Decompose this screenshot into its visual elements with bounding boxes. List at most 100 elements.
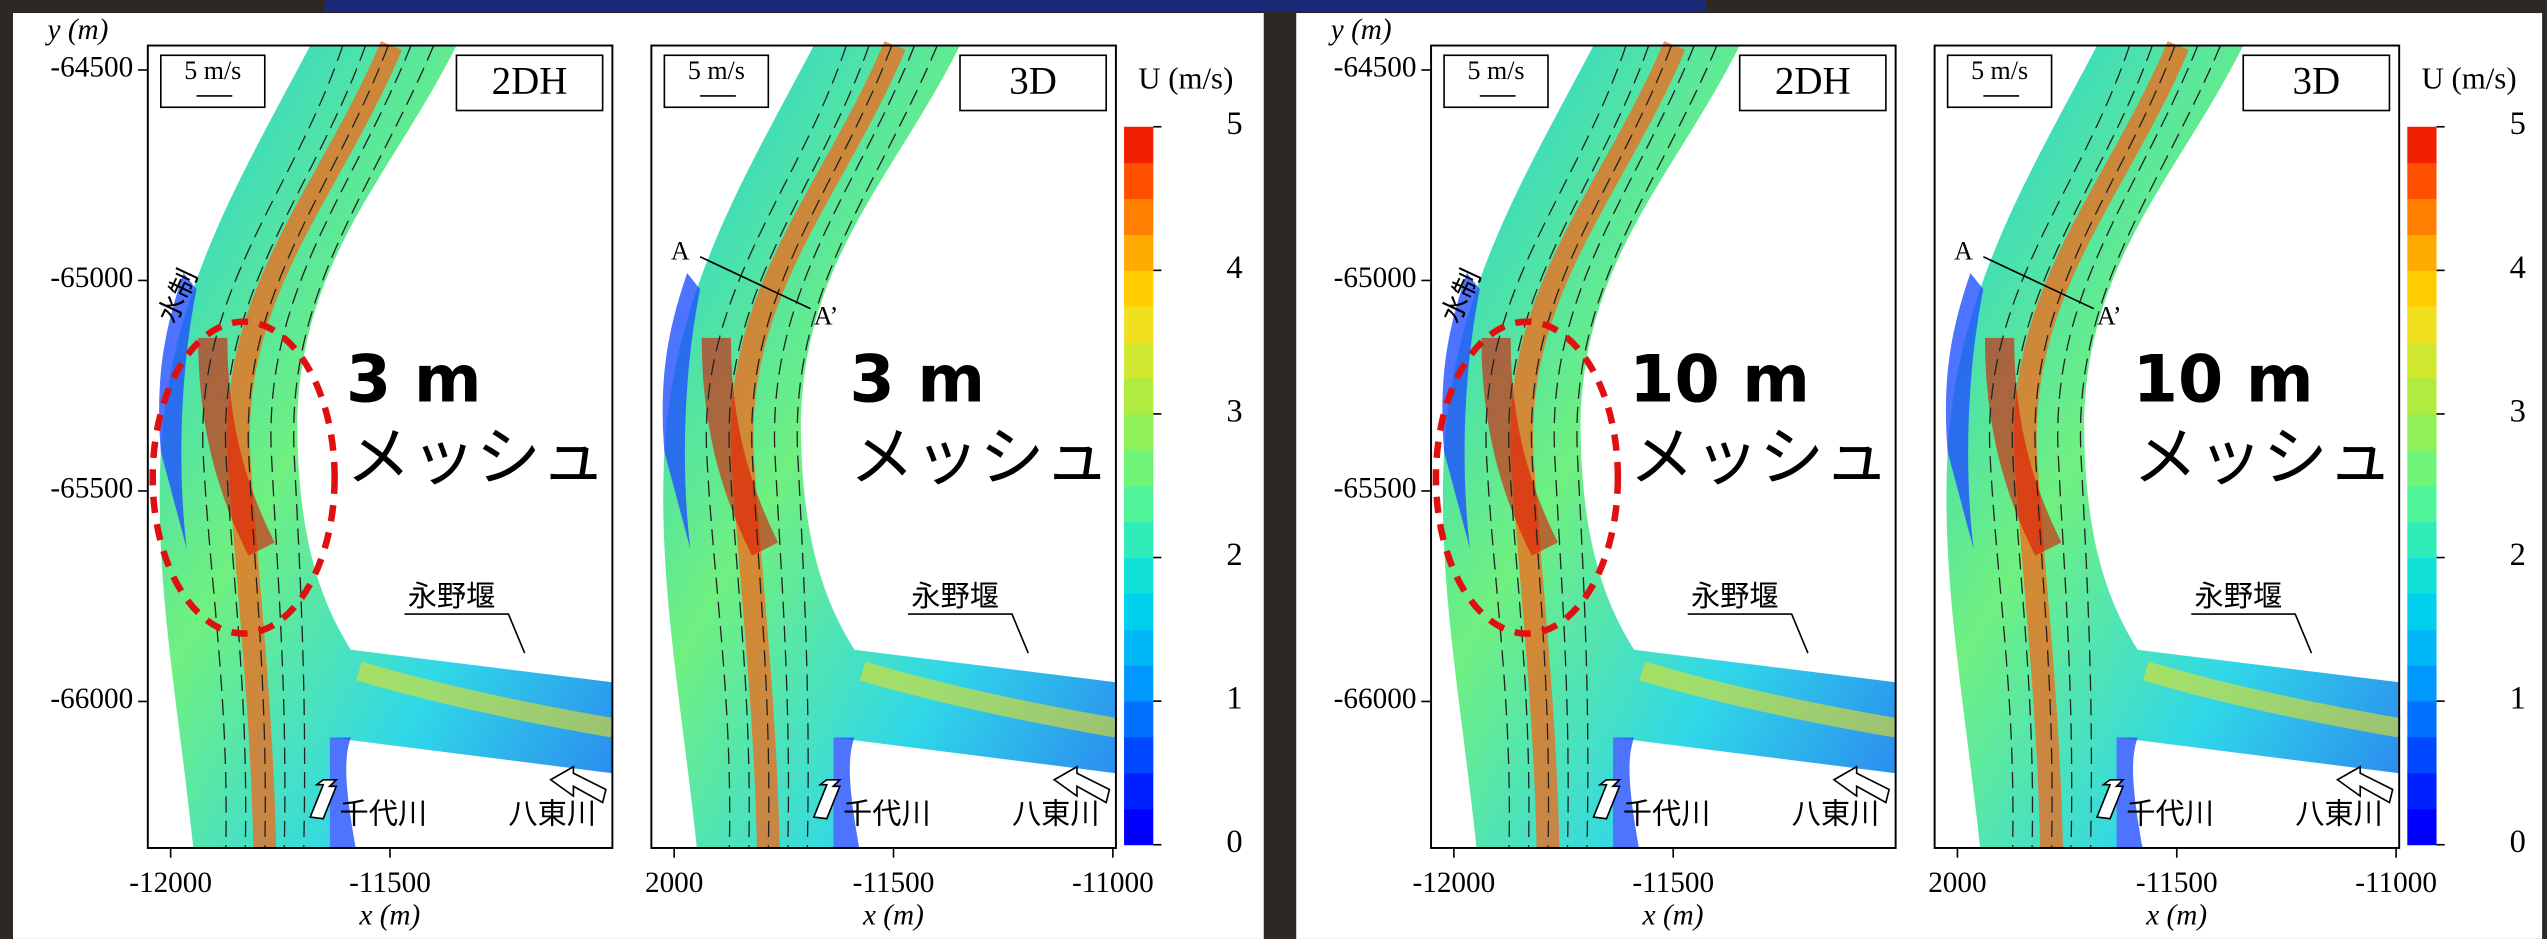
colorbar-tick-label: 0 xyxy=(1226,824,1242,860)
colorbar-band xyxy=(2407,413,2437,451)
chiyo-label: 千代川 xyxy=(2126,796,2214,830)
stream-line xyxy=(224,45,367,848)
hatto-label: 八東川 xyxy=(508,796,596,830)
section-line xyxy=(1983,255,2095,310)
model-label: 3D xyxy=(1009,59,1057,102)
x-axis-label: x (m) xyxy=(358,900,420,932)
weir-label: 永野堰 xyxy=(408,579,496,613)
colorbar-tick-label: 5 xyxy=(2510,106,2526,142)
colorbar-band xyxy=(1124,306,1154,343)
x-tick-label: -12000 xyxy=(129,867,212,899)
river-blue xyxy=(1945,272,2143,848)
colorbar-band xyxy=(2407,593,2437,630)
river xyxy=(1946,45,2400,848)
stream-line xyxy=(1508,45,1650,848)
colorbar-band xyxy=(1124,521,1154,559)
model-box xyxy=(959,54,1108,112)
figure: y (m) -64500 -65000 -65500 -66000 5 m/s 2DH 3 m… xyxy=(45,14,1243,931)
mesh-size: 3 m xyxy=(850,342,986,417)
scale-label: 5 m/s xyxy=(1971,56,2028,85)
inflow-arrow xyxy=(1052,765,1111,804)
inflow-arrow xyxy=(2335,765,2394,804)
x-tick-label: -11500 xyxy=(2136,867,2218,899)
stream-line xyxy=(705,45,847,848)
weir-arrow xyxy=(404,613,526,654)
colorbar-tick-label: 3 xyxy=(1226,393,1242,429)
scale-label: 5 m/s xyxy=(688,56,745,85)
scale-box xyxy=(159,54,266,109)
section-start: A xyxy=(1954,236,1973,265)
stream-line xyxy=(2057,45,2199,848)
stream-line xyxy=(1530,45,1673,848)
hatto-label: 八東川 xyxy=(1012,796,1100,830)
colorbar-tick-label: 0 xyxy=(2510,824,2526,860)
y-tick-label: -66000 xyxy=(50,683,133,715)
colorbar-band xyxy=(1124,772,1154,810)
colorbar-band xyxy=(2407,126,2437,164)
chiyo-label: 千代川 xyxy=(1623,796,1711,830)
y-axis-label: y (m) xyxy=(45,14,109,46)
colorbar-band xyxy=(1124,198,1154,235)
scale-label: 5 m/s xyxy=(184,56,241,85)
panel-frame xyxy=(146,44,614,849)
y-tick-label: -65000 xyxy=(50,262,133,294)
high-velocity-core xyxy=(701,337,779,556)
stream-line xyxy=(202,45,344,848)
chiyo-label: 千代川 xyxy=(339,796,427,830)
colorbar-band xyxy=(1124,629,1154,666)
chiyo-label: 千代川 xyxy=(843,796,931,830)
y-tick-label: -65500 xyxy=(1334,473,1417,505)
highlight-ellipse xyxy=(149,318,338,637)
colorbar-band xyxy=(2407,629,2437,666)
hatto-label: 八東川 xyxy=(1792,796,1880,830)
river-blue xyxy=(662,272,860,848)
colorbar-band xyxy=(2407,737,2437,774)
mesh-size: 10 m xyxy=(2133,342,2314,417)
colorbar-band xyxy=(1124,378,1154,415)
weir-arrow xyxy=(1687,613,1809,654)
colorbar-band xyxy=(1124,593,1154,630)
mesh-word: メッシュ xyxy=(850,420,1110,495)
colorbar-band xyxy=(2407,557,2437,594)
section-start: A xyxy=(671,236,690,265)
colorbar-band xyxy=(2407,306,2437,343)
model-box xyxy=(2242,54,2391,112)
weir-label: 永野堰 xyxy=(1691,579,1779,613)
colorbar-band xyxy=(1124,234,1154,271)
highlight-ellipse xyxy=(1432,318,1622,637)
tributary-core xyxy=(356,661,615,738)
colorbar-band xyxy=(1124,665,1154,702)
panel-frame xyxy=(1430,44,1897,849)
high-velocity-core xyxy=(1481,337,1558,556)
stream-line xyxy=(270,45,412,848)
colorbar-band xyxy=(1124,449,1154,487)
colorbar-label: U (m/s) xyxy=(1138,61,1233,95)
colorbar-tick-label: 4 xyxy=(2510,250,2526,286)
colorbar-band xyxy=(2407,772,2437,810)
colorbar-band xyxy=(1124,485,1154,523)
colorbar-tick-label: 1 xyxy=(1226,681,1242,717)
y-tick-label: -64500 xyxy=(1334,52,1417,84)
colorbar-band xyxy=(1124,737,1154,774)
model-label: 2DH xyxy=(1775,59,1851,102)
model-label: 2DH xyxy=(492,59,568,102)
colorbar-band xyxy=(1124,701,1154,738)
inflow-arrow xyxy=(1832,765,1891,804)
tributary-core xyxy=(859,661,1118,738)
colorbar-tick-label: 2 xyxy=(2510,537,2526,573)
section-end: A’ xyxy=(814,301,839,330)
colorbar-band xyxy=(2407,665,2437,702)
x-axis-label: x (m) xyxy=(1642,900,1704,932)
river-blue xyxy=(159,272,356,848)
mesh-size: 10 m xyxy=(1629,342,1810,417)
stream-line xyxy=(2011,45,2153,848)
section-line xyxy=(699,255,811,310)
stream-line xyxy=(2034,45,2176,848)
colorbar-label: U (m/s) xyxy=(2421,61,2516,95)
x-axis-label: x (m) xyxy=(2145,900,2207,932)
model-label: 3D xyxy=(2293,59,2341,102)
colorbar-tick-label: 4 xyxy=(1226,250,1242,286)
